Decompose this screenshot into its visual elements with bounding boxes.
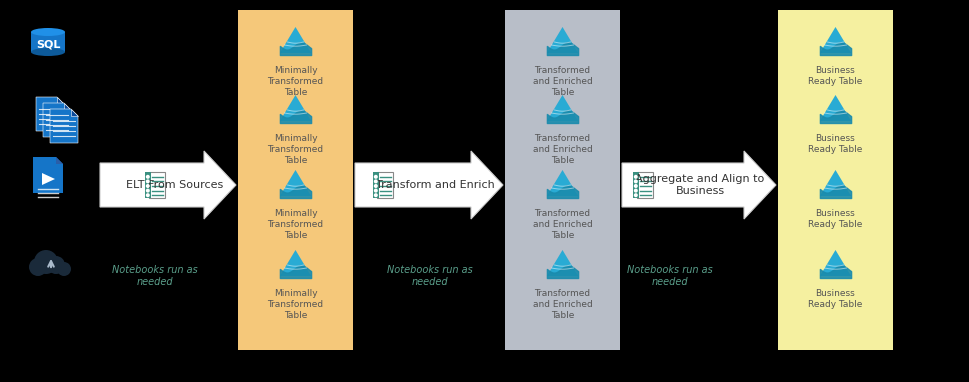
Ellipse shape xyxy=(31,28,65,36)
Polygon shape xyxy=(57,97,64,104)
Circle shape xyxy=(633,189,638,193)
Polygon shape xyxy=(547,170,578,196)
Circle shape xyxy=(145,193,149,197)
Text: Bronze: Bronze xyxy=(266,362,325,377)
Text: Silver: Silver xyxy=(538,362,586,377)
Text: Transformed
and Enriched
Table: Transformed and Enriched Table xyxy=(532,134,592,165)
Bar xyxy=(237,10,353,350)
Text: SQL: SQL xyxy=(36,39,60,49)
Text: Notebooks run as
needed: Notebooks run as needed xyxy=(387,265,472,286)
Circle shape xyxy=(373,184,377,188)
Circle shape xyxy=(145,175,149,179)
Text: Notebooks run as
needed: Notebooks run as needed xyxy=(112,265,198,286)
Bar xyxy=(372,172,379,198)
Polygon shape xyxy=(33,157,63,193)
FancyBboxPatch shape xyxy=(636,172,652,198)
Text: Minimally
Transformed
Table: Minimally Transformed Table xyxy=(267,66,324,97)
Polygon shape xyxy=(547,95,578,121)
Polygon shape xyxy=(100,151,235,219)
Ellipse shape xyxy=(31,48,65,56)
Text: Minimally
Transformed
Table: Minimally Transformed Table xyxy=(267,289,324,320)
FancyBboxPatch shape xyxy=(148,172,165,198)
Text: Transform and Enrich: Transform and Enrich xyxy=(375,180,494,190)
Polygon shape xyxy=(50,109,78,143)
Polygon shape xyxy=(819,27,850,53)
Text: Business
Ready Table: Business Ready Table xyxy=(807,289,861,309)
Circle shape xyxy=(145,189,149,193)
Text: Transformed
and Enriched
Table: Transformed and Enriched Table xyxy=(532,66,592,97)
Circle shape xyxy=(145,184,149,188)
Text: Minimally
Transformed
Table: Minimally Transformed Table xyxy=(267,134,324,165)
Text: ELT From Sources: ELT From Sources xyxy=(126,180,224,190)
Circle shape xyxy=(373,180,377,183)
Polygon shape xyxy=(819,95,850,121)
Polygon shape xyxy=(64,103,71,110)
Circle shape xyxy=(373,175,377,179)
Polygon shape xyxy=(42,173,55,185)
Polygon shape xyxy=(819,170,850,196)
Polygon shape xyxy=(280,95,311,121)
Polygon shape xyxy=(621,151,775,219)
Circle shape xyxy=(57,262,71,276)
Circle shape xyxy=(145,180,149,183)
Text: Business
Ready Table: Business Ready Table xyxy=(807,66,861,86)
Bar xyxy=(144,172,150,198)
Polygon shape xyxy=(547,27,578,53)
Text: Business
Ready Table: Business Ready Table xyxy=(807,134,861,154)
Text: Notebooks run as
needed: Notebooks run as needed xyxy=(627,265,712,286)
Bar xyxy=(31,32,65,52)
Circle shape xyxy=(47,256,65,274)
Text: Transformed
and Enriched
Table: Transformed and Enriched Table xyxy=(532,209,592,240)
Polygon shape xyxy=(56,157,63,164)
Polygon shape xyxy=(43,103,71,137)
Text: Gold: Gold xyxy=(815,362,854,377)
Polygon shape xyxy=(819,250,850,276)
Circle shape xyxy=(373,189,377,193)
Text: Aggregate and Align to
Business: Aggregate and Align to Business xyxy=(635,174,764,196)
Polygon shape xyxy=(547,250,578,276)
Polygon shape xyxy=(280,27,311,53)
Polygon shape xyxy=(280,250,311,276)
Polygon shape xyxy=(280,170,311,196)
Polygon shape xyxy=(355,151,503,219)
Polygon shape xyxy=(71,109,78,116)
Circle shape xyxy=(633,193,638,197)
Circle shape xyxy=(633,180,638,183)
Circle shape xyxy=(633,184,638,188)
Polygon shape xyxy=(36,97,64,131)
Circle shape xyxy=(29,258,47,276)
Circle shape xyxy=(633,175,638,179)
Text: Business
Ready Table: Business Ready Table xyxy=(807,209,861,229)
Circle shape xyxy=(34,250,58,274)
Text: Minimally
Transformed
Table: Minimally Transformed Table xyxy=(267,209,324,240)
FancyBboxPatch shape xyxy=(376,172,392,198)
Bar xyxy=(777,10,892,350)
Circle shape xyxy=(373,193,377,197)
Text: Transformed
and Enriched
Table: Transformed and Enriched Table xyxy=(532,289,592,320)
Bar xyxy=(505,10,619,350)
Bar xyxy=(632,172,639,198)
